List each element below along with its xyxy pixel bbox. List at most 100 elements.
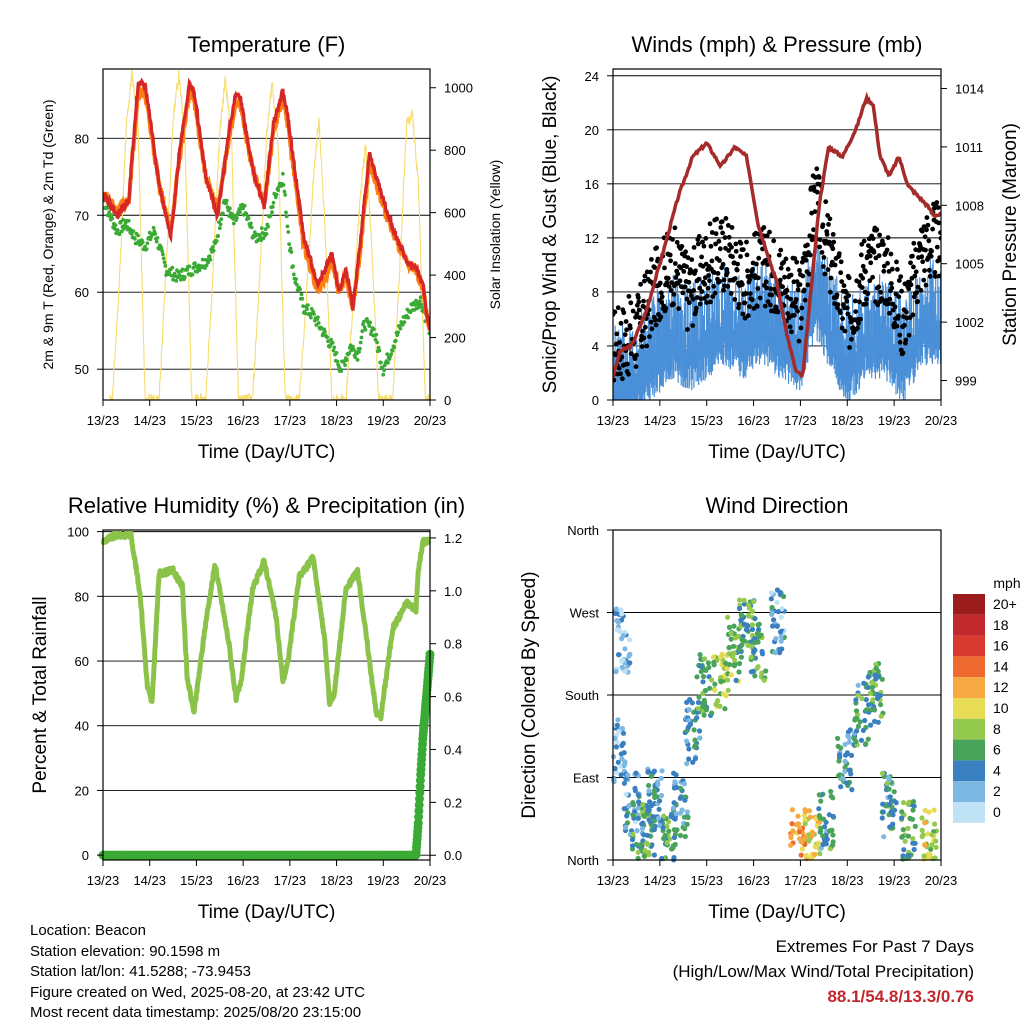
dewpoint-point bbox=[281, 183, 286, 187]
dewpoint-point bbox=[136, 233, 140, 238]
legend-label: 0 bbox=[993, 804, 1001, 820]
gust-point bbox=[696, 234, 702, 239]
direction-point bbox=[816, 806, 822, 812]
direction-point bbox=[878, 702, 884, 708]
legend-label: 20+ bbox=[993, 596, 1017, 612]
direction-point bbox=[736, 597, 743, 603]
gust-point bbox=[742, 300, 748, 306]
gust-point bbox=[784, 287, 790, 293]
elevation-text: Station elevation: 90.1598 m bbox=[30, 942, 221, 960]
direction-point bbox=[739, 637, 745, 643]
dewpoint-point bbox=[224, 198, 229, 203]
direction-point bbox=[900, 800, 907, 806]
series-wind-direction bbox=[610, 587, 940, 863]
dewpoint-point bbox=[316, 321, 321, 325]
gust-point bbox=[937, 257, 941, 262]
dewpoint-point bbox=[419, 302, 424, 307]
x-axis-label: Time (Day/UTC) bbox=[198, 902, 336, 923]
y-right-tick-label: 999 bbox=[955, 374, 977, 389]
gust-point bbox=[662, 265, 667, 271]
direction-point bbox=[705, 660, 712, 666]
direction-point bbox=[853, 708, 860, 714]
direction-point bbox=[865, 736, 871, 742]
dewpoint-point bbox=[249, 225, 254, 230]
dewpoint-point bbox=[155, 236, 160, 240]
gust-point bbox=[642, 324, 648, 330]
direction-point bbox=[866, 702, 872, 708]
gust-point bbox=[717, 279, 723, 284]
direction-point bbox=[725, 677, 731, 683]
y-tick-label: 0 bbox=[82, 848, 89, 863]
direction-point bbox=[778, 634, 784, 640]
gust-point bbox=[723, 216, 729, 221]
gust-point bbox=[614, 331, 620, 337]
dewpoint-point bbox=[200, 257, 205, 262]
gust-point bbox=[849, 336, 854, 342]
gust-point bbox=[630, 308, 636, 314]
direction-point bbox=[707, 685, 713, 691]
direction-point bbox=[863, 697, 869, 703]
dewpoint-point bbox=[285, 224, 290, 229]
direction-point bbox=[886, 786, 892, 792]
dewpoint-point bbox=[398, 326, 403, 331]
dewpoint-point bbox=[305, 307, 309, 311]
direction-point bbox=[845, 751, 851, 757]
gust-point bbox=[858, 252, 864, 258]
x-tick-label: 20/23 bbox=[925, 413, 958, 428]
y-right-tick-label: 1.2 bbox=[444, 531, 462, 546]
direction-point bbox=[695, 706, 702, 712]
y-tick-label: East bbox=[573, 771, 599, 786]
direction-point bbox=[724, 666, 730, 672]
direction-point bbox=[694, 715, 700, 721]
gust-point bbox=[887, 310, 892, 316]
dewpoint-point bbox=[218, 222, 223, 227]
location-text: Location: Beacon bbox=[30, 922, 146, 939]
y-right-tick-label: 0.0 bbox=[444, 848, 462, 863]
dewpoint-point bbox=[151, 225, 156, 230]
gust-point bbox=[667, 252, 673, 258]
gust-point bbox=[763, 279, 769, 285]
gust-point bbox=[895, 267, 900, 272]
gust-point bbox=[921, 277, 927, 283]
direction-point bbox=[748, 654, 754, 660]
dewpoint-point bbox=[231, 221, 236, 226]
dewpoint-point bbox=[417, 305, 421, 310]
direction-point bbox=[752, 673, 758, 679]
gust-point bbox=[788, 296, 793, 302]
gust-point bbox=[792, 256, 798, 261]
direction-point bbox=[910, 836, 916, 842]
direction-point bbox=[813, 816, 819, 822]
direction-point bbox=[922, 807, 928, 814]
dewpoint-point bbox=[107, 210, 112, 215]
x-tick-label: 18/23 bbox=[320, 873, 353, 888]
x-tick-label: 16/23 bbox=[737, 413, 770, 428]
gust-point bbox=[825, 267, 831, 272]
direction-point bbox=[613, 744, 619, 750]
direction-point bbox=[812, 851, 818, 858]
y-right-tick-label: 1002 bbox=[955, 315, 984, 330]
y-tick-label: 60 bbox=[75, 654, 89, 669]
direction-point bbox=[692, 756, 699, 762]
direction-point bbox=[700, 704, 706, 710]
legend-swatch bbox=[953, 739, 985, 761]
direction-point bbox=[905, 801, 912, 807]
direction-point bbox=[737, 660, 743, 667]
gust-point bbox=[859, 285, 865, 290]
gust-point bbox=[732, 276, 738, 281]
direction-point bbox=[623, 791, 629, 797]
dewpoint-point bbox=[331, 348, 336, 353]
direction-point bbox=[929, 842, 935, 848]
gust-point bbox=[777, 277, 783, 283]
gust-point bbox=[681, 269, 687, 274]
x-tick-label: 20/23 bbox=[414, 413, 447, 428]
gust-point bbox=[803, 257, 809, 263]
gust-point bbox=[780, 284, 785, 290]
gust-point bbox=[897, 332, 903, 338]
direction-point bbox=[905, 852, 911, 859]
gust-point bbox=[912, 273, 918, 279]
gust-point bbox=[768, 302, 773, 308]
gust-point bbox=[659, 300, 665, 305]
gust-point bbox=[924, 215, 930, 221]
gust-point bbox=[892, 304, 898, 310]
direction-point bbox=[867, 690, 874, 697]
